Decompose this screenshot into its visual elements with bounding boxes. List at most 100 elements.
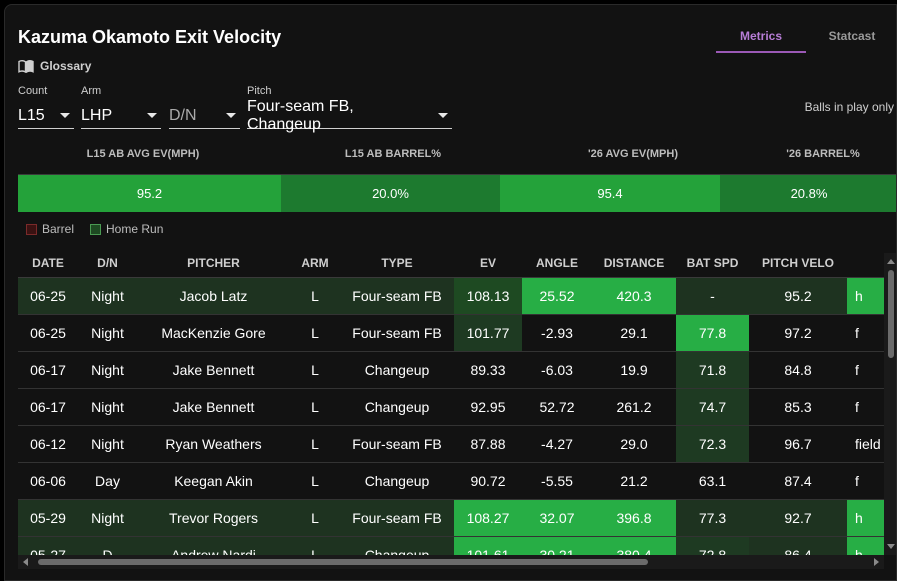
scroll-up-icon[interactable] [887,259,895,264]
dn-select[interactable]: D/N [169,103,240,129]
column-header-distance[interactable]: DISTANCE [603,255,665,270]
summary-value: 20.8% [720,175,896,212]
cell-dist: 29.0 [620,436,648,452]
cell-ev: 87.88 [470,436,506,452]
table-row[interactable]: 06-25 Night MacKenzie Gore L Four-seam FB 101… [18,315,884,352]
cell-dn: Night [91,399,124,415]
table-header: DATE D/N PITCHER ARM TYPE EV ANGLE DISTA… [18,248,884,278]
cell-velo: 86.4 [784,547,812,555]
pitch-select[interactable]: Four-seam FB, Changeup [247,98,452,133]
tab-statcast[interactable]: Statcast [828,29,876,43]
summary-header-cell: '26 BARREL% [786,148,860,160]
column-header-date[interactable]: DATE [32,255,64,270]
cell-dn: D [102,547,113,555]
pitch-filter: Pitch Four-seam FB, Changeup [247,85,452,133]
count-select[interactable]: L15 [18,103,74,129]
column-header-ev[interactable]: EV [479,255,496,270]
column-header-type[interactable]: TYPE [381,255,413,270]
cell-dist: 21.2 [620,473,648,489]
cell-dn: Day [95,473,120,489]
horizontal-scrollbar[interactable] [18,555,884,569]
cell-type: Changeup [364,362,430,378]
summary-values: 95.2 20.0% 95.4 20.8% [18,175,896,212]
cell-res: h [847,278,884,314]
chevron-down-icon [147,113,157,118]
legend-item-barrel: Barrel [26,222,74,236]
arm-select[interactable]: LHP [81,103,161,129]
cell-type: Four-seam FB [352,510,442,526]
cell-velo: 92.7 [784,510,812,526]
legend: Barrel Home Run [26,222,163,236]
cell-velo: 85.3 [784,399,812,415]
column-header-angle[interactable]: ANGLE [536,255,578,270]
cell-res: f [855,325,859,341]
legend-label: Home Run [106,222,164,236]
cell-velo: 84.8 [784,362,812,378]
cell-date: 06-17 [30,399,66,415]
cell-type: Changeup [364,547,430,555]
balls-in-play-toggle[interactable]: Balls in play only [804,100,894,114]
legend-swatch [90,223,102,235]
summary-header: L15 AB AVG EV(MPH) L15 AB BARREL% '26 AV… [18,145,896,175]
cell-bat: 77.3 [698,510,727,526]
table-row[interactable]: 05-29 Night Trevor Rogers L Four-seam FB 108.… [18,500,884,537]
cell-res: f [855,362,859,378]
column-header-dn[interactable]: D/N [97,255,118,270]
cell-type: Four-seam FB [352,325,442,341]
legend-item-home-run: Home Run [90,222,163,236]
scrollbar-thumb[interactable] [888,270,894,358]
cell-bat: 71.8 [676,352,749,388]
column-header-arm[interactable]: ARM [301,255,329,270]
table-row[interactable]: 06-25 Night Jacob Latz L Four-seam FB 108.13 2… [18,278,884,315]
table-row[interactable]: 06-12 Night Ryan Weathers L Four-seam FB 87.8… [18,426,884,463]
cell-arm: L [311,288,319,304]
cell-arm: L [311,547,319,555]
arm-select-value: LHP [81,106,113,124]
table-row[interactable]: 06-17 Night Jake Bennett L Changeup 89.33 -6.0… [18,352,884,389]
table-body: 06-25 Night Jacob Latz L Four-seam FB 108.13 2… [18,278,884,555]
table-row[interactable]: 05-27 D Andrew Nardi L Changeup 101.61 30.21 38… [18,537,884,555]
cell-type: Changeup [364,399,430,415]
cell-date: 06-17 [30,362,66,378]
cell-pitcher: Jacob Latz [179,288,248,304]
cell-pitcher: Jake Bennett [172,362,255,378]
cell-bat: 77.8 [676,315,749,351]
chevron-down-icon [438,113,448,118]
cell-arm: L [311,325,319,341]
legend-label: Barrel [42,222,75,236]
cell-date: 06-25 [30,325,66,341]
cell-dist: 380.4 [592,537,676,555]
table-row[interactable]: 06-06 Day Keegan Akin L Changeup 90.72 -5.55 21… [18,463,884,500]
cell-arm: L [311,473,319,489]
page-title: Kazuma Okamoto Exit Velocity [18,27,282,47]
cell-type: Four-seam FB [352,436,442,452]
cell-angle: 30.21 [522,537,592,555]
column-header-pitch-velo[interactable]: PITCH VELO [761,255,834,270]
tab-metrics[interactable]: Metrics [716,27,806,53]
cell-date: 05-27 [30,547,66,555]
column-header-bat-speed[interactable]: BAT SPD [686,255,739,270]
cell-res: h [847,537,884,555]
column-header-pitcher[interactable]: PITCHER [187,255,240,270]
cell-dn: Night [91,288,124,304]
dn-select-placeholder: D/N [169,106,197,124]
arm-filter-label: Arm [81,85,102,97]
table-row[interactable]: 06-17 Night Jake Bennett L Changeup 92.95 52.7… [18,389,884,426]
scroll-right-icon[interactable] [874,558,879,566]
cell-ev: 89.33 [470,362,506,378]
cell-dn: Night [91,362,124,378]
glossary-link[interactable]: Glossary [18,59,91,73]
scroll-down-icon[interactable] [887,544,895,549]
cell-dist: 420.3 [592,278,676,314]
exit-velocity-card: Kazuma Okamoto Exit Velocity Glossary Me… [4,4,897,581]
scrollbar-thumb[interactable] [38,559,648,565]
cell-pitcher: Ryan Weathers [165,436,262,452]
cell-res: f [855,399,859,415]
arm-filter: Arm LHP [81,85,161,129]
cell-res: h [847,500,884,536]
summary-value: 95.2 [18,175,281,212]
scroll-left-icon[interactable] [23,558,28,566]
cell-ev: 92.95 [470,399,506,415]
cell-bat: 72.8 [676,537,749,555]
vertical-scrollbar[interactable] [884,253,896,555]
